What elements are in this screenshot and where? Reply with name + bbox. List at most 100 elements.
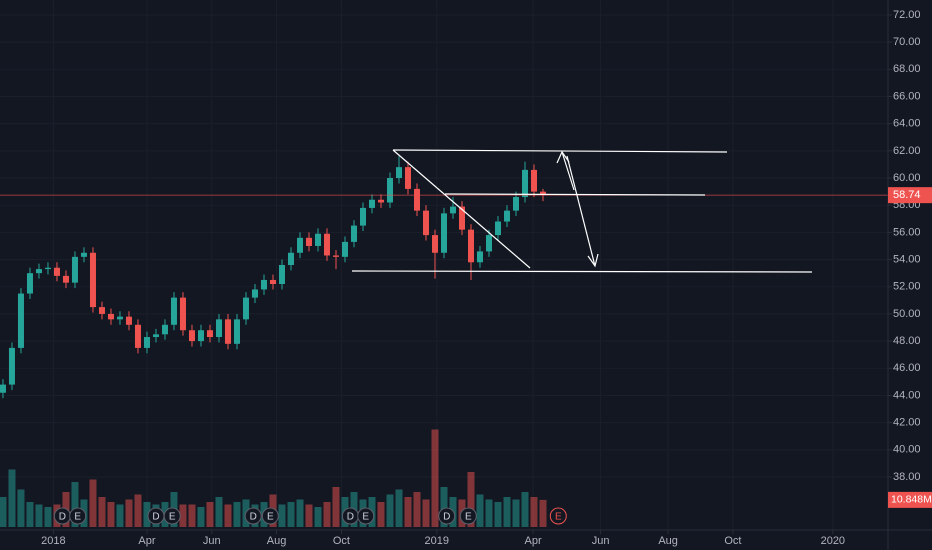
candle-body: [477, 251, 484, 263]
volume-bar: [413, 492, 421, 527]
y-tick-label: 64.00: [893, 118, 921, 130]
event-label: D: [250, 512, 257, 523]
arrow: [566, 155, 596, 267]
candle-body: [305, 237, 312, 246]
y-tick-label: 66.00: [893, 90, 921, 102]
candle-body: [332, 255, 339, 257]
candle-body: [441, 213, 447, 253]
axes: 38.00 40.00 42.00 44.00 46.00 48.00 50.00 52.00…: [41, 9, 932, 547]
event-label: E: [267, 512, 274, 523]
y-tick-label: 52.00: [893, 281, 921, 293]
volume-bar: [494, 502, 502, 527]
event-marker: [438, 507, 456, 525]
candle-body: [431, 235, 438, 253]
x-tick-label: 2019: [425, 535, 449, 547]
arrow-head: [556, 150, 570, 164]
x-tick-label: Apr: [138, 535, 155, 547]
volume-bar: [395, 489, 403, 527]
volume-bar: [35, 504, 43, 527]
event-label: E: [169, 512, 176, 523]
volume-bar: [323, 502, 331, 527]
volume-bar: [107, 502, 115, 527]
candle-body: [125, 316, 132, 325]
volume-bar: [332, 487, 340, 527]
candle-body: [495, 221, 502, 236]
candle-body: [188, 330, 195, 342]
y-tick-label: 56.00: [893, 226, 921, 238]
volume-bar: [377, 502, 385, 527]
event-label: E: [362, 512, 369, 523]
candle-body: [53, 267, 60, 276]
volume-bar: [125, 499, 133, 527]
volume-bar: [215, 497, 223, 527]
y-tick-label: 46.00: [893, 362, 921, 374]
last-price-label: 58.74: [893, 189, 921, 201]
candle-body: [368, 199, 375, 208]
candle-body: [35, 269, 42, 274]
candle-body: [531, 169, 538, 192]
candle-body: [17, 293, 24, 348]
volume-bar: [440, 487, 448, 527]
volume-bar: [422, 499, 430, 527]
volume-bar: [224, 504, 232, 527]
event-label: D: [443, 512, 450, 523]
candle-body: [323, 233, 330, 256]
volume-bar: [485, 499, 493, 527]
event-label: D: [59, 512, 66, 523]
candle-body: [8, 347, 15, 385]
trendline: [351, 270, 813, 273]
candle-body: [359, 207, 366, 226]
candle-body: [161, 324, 168, 335]
candle-body: [296, 237, 303, 253]
y-tick-label: 50.00: [893, 308, 921, 320]
y-tick-label: 40.00: [893, 444, 921, 456]
x-tick-label: 2018: [41, 535, 65, 547]
candle-body: [80, 252, 87, 257]
y-tick-label: 62.00: [893, 145, 921, 157]
y-tick-label: 48.00: [893, 335, 921, 347]
volume-bar: [179, 504, 187, 527]
event-label: E: [555, 512, 562, 523]
x-tick-label: 2020: [821, 535, 845, 547]
candle-body: [242, 297, 249, 320]
volume-bar: [431, 429, 439, 527]
volume-bar: [188, 504, 196, 527]
y-tick-label: 38.00: [893, 471, 921, 483]
candle-body: [377, 199, 384, 203]
candle-body: [224, 319, 231, 344]
volume-bar: [116, 504, 124, 527]
volume-bar: [386, 494, 394, 527]
y-tick-label: 70.00: [893, 36, 921, 48]
trendline: [444, 193, 706, 196]
event-marker: [69, 507, 87, 525]
candle-body: [269, 279, 276, 285]
event-label: D: [152, 512, 159, 523]
event-label: D: [347, 512, 354, 523]
candle-body: [206, 330, 213, 338]
volume-bar: [404, 497, 412, 527]
event-marker: [459, 507, 477, 525]
candle-body: [143, 337, 150, 348]
volume-bar: [305, 504, 313, 527]
volume-bar: [0, 497, 7, 527]
volume-bar: [233, 502, 241, 527]
volume-bar: [476, 494, 484, 527]
candle-body: [170, 297, 177, 325]
event-label: E: [74, 512, 81, 523]
volume-bar: [314, 507, 322, 527]
volume-bar: [17, 489, 25, 527]
candle-body: [287, 252, 294, 265]
volume-bar: [71, 482, 79, 527]
volume-bar: [287, 502, 295, 527]
drawings: [351, 149, 813, 273]
volume-bar: [512, 499, 520, 527]
candle-body: [422, 210, 429, 236]
volume-bar: [206, 502, 214, 527]
candle-body: [44, 267, 51, 270]
x-tick-label: Aug: [658, 535, 678, 547]
candle-body: [404, 167, 411, 189]
candle-body: [350, 225, 357, 242]
candle-body: [233, 319, 240, 344]
candle-body: [107, 313, 114, 320]
